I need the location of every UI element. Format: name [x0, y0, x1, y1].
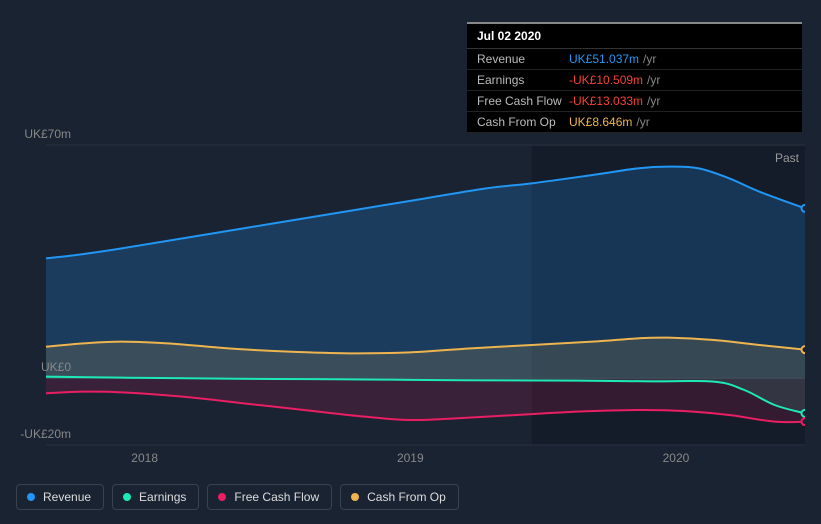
tooltip-metric-label: Earnings	[477, 73, 569, 87]
legend-dot-icon	[218, 493, 226, 501]
chart-legend: Revenue Earnings Free Cash Flow Cash From O…	[16, 484, 459, 510]
tooltip-metric-value: UK£8.646m	[569, 115, 632, 129]
x-axis-label: 2018	[131, 451, 158, 465]
legend-item-earnings[interactable]: Earnings	[112, 484, 199, 510]
chart-svg	[16, 120, 805, 460]
legend-item-fcf[interactable]: Free Cash Flow	[207, 484, 332, 510]
tooltip-metric-value: -UK£13.033m	[569, 94, 643, 108]
tooltip-metric-value: -UK£10.509m	[569, 73, 643, 87]
tooltip-row: Cash From OpUK£8.646m/yr	[467, 112, 802, 133]
y-axis-label: UK£70m	[24, 127, 71, 141]
tooltip-row: Earnings-UK£10.509m/yr	[467, 70, 802, 91]
y-axis-label: -UK£20m	[20, 427, 71, 441]
x-axis-label: 2019	[397, 451, 424, 465]
legend-label: Free Cash Flow	[234, 490, 319, 504]
tooltip-suffix: /yr	[647, 73, 660, 87]
x-axis-label: 2020	[663, 451, 690, 465]
legend-dot-icon	[351, 493, 359, 501]
tooltip-suffix: /yr	[636, 115, 649, 129]
tooltip-date: Jul 02 2020	[467, 24, 802, 49]
tooltip-metric-label: Revenue	[477, 52, 569, 66]
y-axis-label: UK£0	[41, 360, 71, 374]
legend-label: Cash From Op	[367, 490, 446, 504]
chart-tooltip: Jul 02 2020 RevenueUK£51.037m/yrEarnings…	[467, 22, 802, 133]
tooltip-suffix: /yr	[647, 94, 660, 108]
legend-label: Revenue	[43, 490, 91, 504]
legend-item-revenue[interactable]: Revenue	[16, 484, 104, 510]
tooltip-metric-label: Free Cash Flow	[477, 94, 569, 108]
tooltip-row: RevenueUK£51.037m/yr	[467, 49, 802, 70]
past-label: Past	[775, 151, 799, 165]
tooltip-metric-label: Cash From Op	[477, 115, 569, 129]
tooltip-metric-value: UK£51.037m	[569, 52, 639, 66]
financial-area-chart: UK£70mUK£0-UK£20m 201820192020 Past	[16, 120, 805, 460]
legend-dot-icon	[27, 493, 35, 501]
legend-label: Earnings	[139, 490, 186, 504]
tooltip-row: Free Cash Flow-UK£13.033m/yr	[467, 91, 802, 112]
tooltip-suffix: /yr	[643, 52, 656, 66]
legend-dot-icon	[123, 493, 131, 501]
legend-item-cfo[interactable]: Cash From Op	[340, 484, 459, 510]
